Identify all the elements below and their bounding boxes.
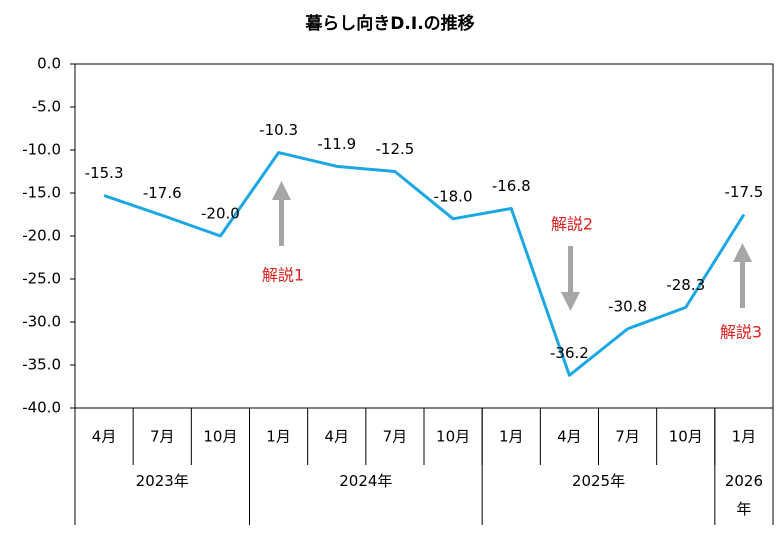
y-tick-label: -30.0: [22, 313, 61, 331]
year-label: 2024年: [339, 472, 392, 490]
value-label: -12.5: [376, 140, 415, 158]
year-label: 2026 年: [725, 472, 763, 518]
chart-title: 暮らし向きD.I.の推移: [304, 13, 474, 34]
x-tick-label: 7月: [150, 428, 175, 446]
x-tick-label: 4月: [324, 428, 349, 446]
y-tick-label: -35.0: [22, 356, 61, 374]
annotation: 解説1: [262, 266, 304, 285]
data-line: [103, 151, 746, 377]
year-label: 2025年: [572, 472, 625, 490]
x-tick-label: 10月: [203, 428, 237, 446]
value-label: -17.6: [143, 184, 182, 202]
y-tick-label: -10.0: [22, 141, 61, 159]
x-tick-label: 7月: [615, 428, 640, 446]
y-tick-label: 0.0: [37, 55, 61, 73]
x-tick-label: 4月: [92, 428, 117, 446]
y-tick-label: -5.0: [32, 98, 61, 116]
x-tick-label: 1月: [499, 428, 524, 446]
value-label: -36.2: [550, 344, 589, 362]
x-tick-label: 1月: [266, 428, 291, 446]
annotation-arrows: [272, 181, 752, 311]
value-label: -15.3: [85, 164, 124, 182]
value-label: -10.3: [259, 121, 298, 139]
value-label: -30.8: [608, 297, 647, 315]
y-tick-label: -20.0: [22, 227, 61, 245]
y-tick-label: -15.0: [22, 184, 61, 202]
value-label: -20.0: [201, 205, 240, 223]
value-label: -11.9: [317, 135, 356, 153]
y-tick-label: -40.0: [22, 399, 61, 417]
value-label: -17.5: [725, 183, 764, 201]
annotation: 解説3: [720, 323, 762, 342]
year-label: 2023年: [136, 472, 189, 490]
plot-frame: [74, 63, 774, 409]
annotation: 解説2: [551, 215, 593, 234]
x-tick-label: 10月: [669, 428, 703, 446]
value-label: -18.0: [434, 187, 473, 205]
value-label: -16.8: [492, 177, 531, 195]
x-tick-label: 1月: [732, 428, 757, 446]
value-label: -28.3: [666, 276, 705, 294]
x-tick-label: 4月: [557, 428, 582, 446]
x-tick-label: 10月: [436, 428, 470, 446]
x-tick-label: 7月: [383, 428, 408, 446]
y-tick-label: -25.0: [22, 270, 61, 288]
